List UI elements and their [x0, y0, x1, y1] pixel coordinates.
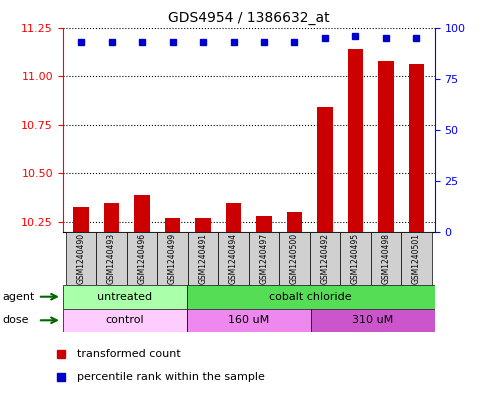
Text: GSM1240500: GSM1240500 — [290, 233, 299, 284]
Text: cobalt chloride: cobalt chloride — [270, 292, 352, 302]
Bar — [370, 232, 401, 285]
Text: 160 uM: 160 uM — [228, 315, 270, 325]
Bar — [311, 309, 435, 332]
Title: GDS4954 / 1386632_at: GDS4954 / 1386632_at — [168, 11, 329, 25]
Text: GSM1240501: GSM1240501 — [412, 233, 421, 284]
Bar — [187, 285, 435, 309]
Bar — [226, 203, 241, 232]
Bar — [249, 232, 279, 285]
Text: GSM1240493: GSM1240493 — [107, 233, 116, 284]
Text: GSM1240492: GSM1240492 — [320, 233, 329, 284]
Text: GSM1240491: GSM1240491 — [199, 233, 208, 284]
Text: GSM1240499: GSM1240499 — [168, 233, 177, 284]
Bar — [256, 216, 271, 232]
Bar — [317, 107, 333, 232]
Bar — [134, 195, 150, 232]
Text: dose: dose — [2, 315, 29, 325]
Text: agent: agent — [2, 292, 35, 302]
Bar — [348, 49, 363, 232]
Bar — [310, 232, 340, 285]
Text: GSM1240498: GSM1240498 — [382, 233, 390, 284]
Bar — [340, 232, 370, 285]
Text: GSM1240494: GSM1240494 — [229, 233, 238, 284]
Bar — [96, 232, 127, 285]
Bar — [165, 218, 180, 232]
Text: GSM1240490: GSM1240490 — [77, 233, 85, 284]
Bar — [287, 212, 302, 232]
Text: GSM1240497: GSM1240497 — [259, 233, 269, 284]
Bar — [66, 232, 96, 285]
Text: GSM1240495: GSM1240495 — [351, 233, 360, 284]
Text: GSM1240496: GSM1240496 — [138, 233, 146, 284]
Text: 310 uM: 310 uM — [352, 315, 393, 325]
Text: control: control — [105, 315, 144, 325]
Bar — [104, 203, 119, 232]
Bar — [279, 232, 310, 285]
Text: untreated: untreated — [97, 292, 152, 302]
Bar — [218, 232, 249, 285]
Text: percentile rank within the sample: percentile rank within the sample — [77, 372, 265, 382]
Bar — [157, 232, 188, 285]
Text: transformed count: transformed count — [77, 349, 181, 359]
Bar — [188, 232, 218, 285]
Bar — [409, 64, 424, 232]
Bar — [127, 232, 157, 285]
Bar — [187, 309, 311, 332]
Bar — [401, 232, 432, 285]
Bar — [196, 218, 211, 232]
Bar — [73, 207, 89, 232]
Bar — [63, 309, 187, 332]
Bar — [378, 61, 394, 232]
Bar — [63, 285, 187, 309]
